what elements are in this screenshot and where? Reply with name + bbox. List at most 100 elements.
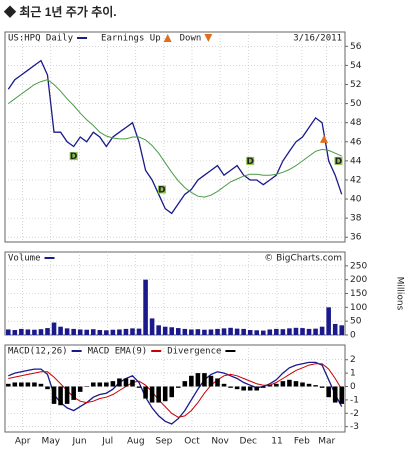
legend-marker bbox=[163, 34, 172, 42]
bar bbox=[58, 386, 63, 406]
bar bbox=[267, 329, 273, 335]
credit: © BigCharts.com bbox=[264, 254, 342, 264]
bar bbox=[241, 328, 246, 335]
bar bbox=[64, 328, 70, 335]
bar bbox=[195, 373, 201, 387]
bar bbox=[136, 386, 142, 388]
bar bbox=[274, 328, 279, 335]
y-tick-label: 250 bbox=[350, 261, 367, 271]
bar bbox=[117, 329, 122, 335]
bar bbox=[130, 379, 135, 387]
bar bbox=[169, 386, 175, 398]
bar bbox=[287, 379, 292, 387]
bar bbox=[326, 307, 331, 335]
x-tick-label: Apr bbox=[15, 437, 31, 447]
x-tick-label: Oct bbox=[184, 437, 200, 447]
y-axis-label: Millions bbox=[395, 277, 405, 311]
bar bbox=[97, 382, 103, 387]
y-tick-label: 2 bbox=[350, 355, 356, 365]
bar bbox=[208, 329, 214, 335]
y-tick-label: 54 bbox=[350, 61, 362, 71]
bar bbox=[208, 375, 214, 387]
bar bbox=[71, 328, 76, 335]
legend-label: MACD EMA(9) bbox=[88, 347, 148, 357]
y-tick-label: 56 bbox=[350, 42, 362, 52]
bar bbox=[241, 386, 246, 391]
bar bbox=[260, 386, 266, 388]
bar bbox=[293, 327, 299, 335]
x-tick-label: Mar bbox=[318, 437, 335, 447]
bar bbox=[110, 381, 116, 387]
bar bbox=[228, 327, 233, 335]
bar bbox=[162, 326, 168, 335]
bar bbox=[64, 386, 70, 404]
bar bbox=[104, 382, 109, 387]
bar bbox=[169, 327, 175, 335]
bar bbox=[228, 386, 233, 388]
dividend-label: D bbox=[158, 186, 165, 196]
bar bbox=[300, 382, 305, 387]
x-tick-label: Sep bbox=[155, 437, 172, 447]
y-tick-label: 0 bbox=[350, 382, 356, 392]
bar bbox=[84, 386, 90, 387]
page-title: ◆ 최근 1년 주가 추이. bbox=[3, 4, 117, 19]
x-tick-label: Aug bbox=[127, 437, 145, 447]
x-tick-label: Feb bbox=[294, 437, 310, 447]
y-tick-label: 100 bbox=[350, 303, 367, 313]
y-tick-label: 38 bbox=[350, 214, 362, 224]
earnings-marker bbox=[320, 134, 329, 143]
bar bbox=[143, 386, 148, 399]
bar bbox=[25, 382, 31, 387]
y-tick-label: 50 bbox=[350, 99, 362, 109]
bar bbox=[117, 378, 122, 387]
bar bbox=[247, 330, 253, 335]
bar bbox=[58, 326, 63, 335]
y-tick-label: 36 bbox=[350, 233, 362, 243]
y-tick-label: 48 bbox=[350, 118, 362, 128]
bar bbox=[300, 328, 305, 335]
bar bbox=[326, 386, 331, 398]
dividend-label: D bbox=[335, 157, 342, 167]
bar bbox=[189, 375, 194, 387]
bar bbox=[215, 378, 220, 387]
bar bbox=[189, 329, 194, 335]
line bbox=[7, 59, 343, 215]
x-tick-label: 11 bbox=[271, 437, 282, 447]
legend-title: US:HPQ Daily bbox=[8, 34, 74, 44]
y-tick-label: 44 bbox=[350, 156, 362, 166]
bar bbox=[104, 330, 109, 335]
bar bbox=[293, 381, 299, 387]
legend-label: Volume bbox=[8, 254, 41, 264]
y-tick-label: 46 bbox=[350, 137, 362, 147]
y-tick-label: 1 bbox=[350, 369, 356, 379]
bar bbox=[25, 329, 31, 335]
bar bbox=[123, 328, 129, 335]
bar bbox=[90, 382, 96, 387]
y-tick-label: -3 bbox=[350, 422, 359, 432]
bar bbox=[156, 386, 161, 403]
bar bbox=[110, 329, 116, 335]
bar bbox=[32, 329, 37, 335]
bar bbox=[51, 322, 57, 335]
y-tick-label: 50 bbox=[350, 317, 362, 327]
bar bbox=[313, 385, 318, 387]
y-tick-label: -2 bbox=[350, 409, 359, 419]
legend-label: Earnings Up bbox=[101, 34, 161, 44]
bar bbox=[254, 330, 260, 335]
line bbox=[8, 361, 343, 425]
dividend-marker bbox=[69, 152, 78, 161]
legend-marker bbox=[204, 34, 213, 42]
date-label: 3/16/2011 bbox=[293, 34, 342, 44]
bar bbox=[313, 328, 318, 335]
legend-label: Down bbox=[180, 34, 202, 44]
bar bbox=[77, 386, 83, 392]
macd-panel bbox=[4, 344, 346, 433]
bar bbox=[84, 329, 90, 335]
bar bbox=[280, 329, 286, 335]
bar bbox=[12, 330, 18, 335]
legend-label: MACD(12,26) bbox=[8, 347, 68, 357]
bar bbox=[45, 386, 50, 390]
bar bbox=[175, 328, 181, 335]
y-tick-label: 150 bbox=[350, 289, 367, 299]
